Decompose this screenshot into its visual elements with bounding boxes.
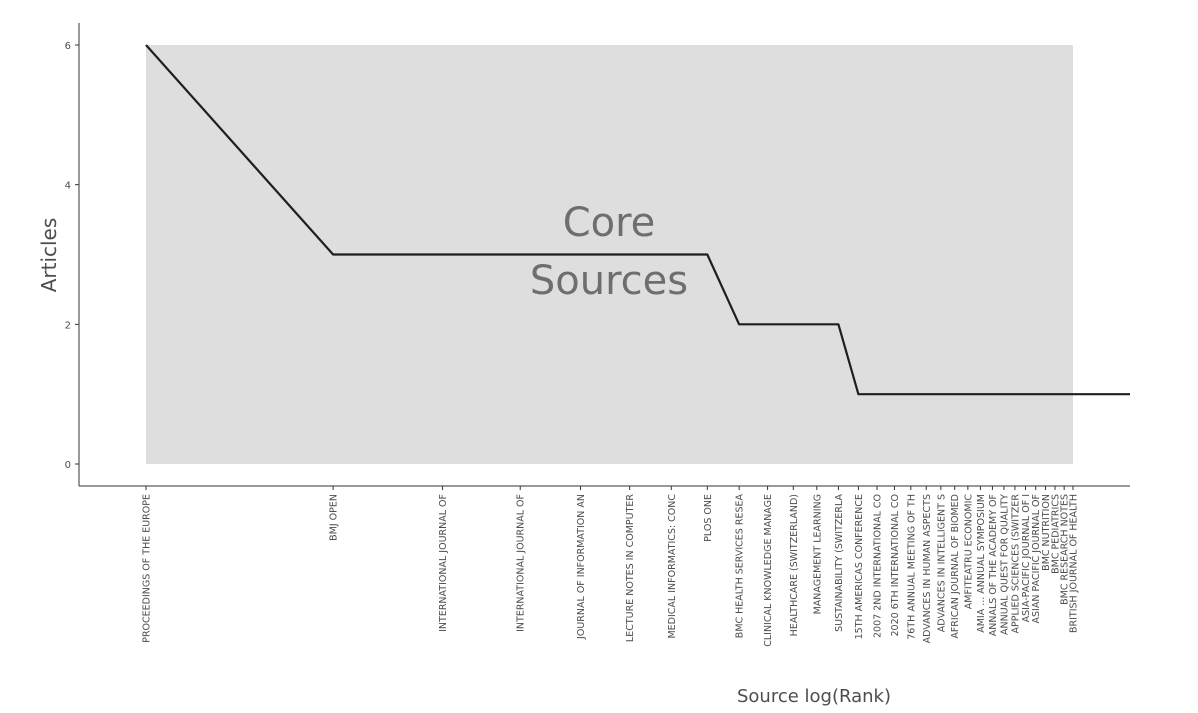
- x-tick-label: 15TH AMERICAS CONFERENCE: [854, 494, 865, 639]
- x-tick-label: AMFITEATRU ECONOMIC: [963, 494, 974, 610]
- x-tick-label: PROCEEDINGS OF THE EUROPE: [142, 494, 153, 643]
- x-tick-label: PLOS ONE: [703, 494, 714, 542]
- x-tick-label: CLINICAL KNOWLEDGE MANAGE: [763, 494, 774, 647]
- x-tick-label: ASIA-PACIFIC JOURNAL OF I: [1021, 494, 1032, 622]
- x-tick-label: BMC RESEARCH NOTES: [1060, 494, 1071, 605]
- series-line: [145, 44, 1130, 396]
- y-axis-ticks: 0 2 4 6: [65, 41, 79, 471]
- x-tick-label: INTERNATIONAL JOURNAL OF: [438, 494, 449, 632]
- x-tick-label: 76TH ANNUAL MEETING OF TH: [906, 494, 917, 640]
- core-label-line-1: Core: [563, 200, 656, 246]
- x-tick-label: BMC HEALTH SERVICES RESEA: [735, 494, 746, 639]
- x-tick-label: APPLIED SCIENCES (SWITZER: [1010, 494, 1021, 634]
- x-tick-label: BMJ OPEN: [329, 494, 340, 541]
- y-tick-label: 6: [65, 41, 71, 52]
- y-tick-label: 0: [65, 460, 71, 471]
- x-tick-label: SUSTAINABILITY (SWITZERLA: [834, 494, 845, 632]
- x-tick-label: AMIA ... ANNUAL SYMPOSIUM: [976, 494, 987, 633]
- x-tick-label: ADVANCES IN INTELLIGENT S: [936, 494, 947, 632]
- x-tick-label: MEDICAL INFORMATICS: CONC: [667, 494, 678, 639]
- y-axis-title: Articles: [37, 218, 61, 293]
- x-tick-label: INTERNATIONAL JOURNAL OF: [516, 494, 527, 632]
- x-axis-title: Source log(Rank): [737, 686, 891, 707]
- x-tick-label: ANNALS OF THE ACADEMY OF: [988, 494, 999, 636]
- x-tick-label: ASIAN PACIFIC JOURNAL OF: [1031, 494, 1042, 623]
- x-tick-label: BMC PEDIATRICS: [1050, 494, 1061, 574]
- x-tick-label: BRITISH JOURNAL OF HEALTH: [1069, 494, 1080, 633]
- y-tick-label: 4: [65, 181, 71, 192]
- x-tick-label: AFRICAN JOURNAL OF BIOMED: [950, 494, 961, 639]
- core-label-line-2: Sources: [530, 258, 688, 304]
- x-tick-label: 2020 6TH INTERNATIONAL CO: [890, 494, 901, 637]
- x-tick-label: BMC NUTRITION: [1041, 494, 1052, 571]
- x-tick-label: JOURNAL OF INFORMATION AN: [576, 494, 587, 640]
- x-tick-label: MANAGEMENT LEARNING: [812, 494, 823, 614]
- x-tick-label: ADVANCES IN HUMAN ASPECTS: [922, 494, 933, 643]
- x-axis-ticks: PROCEEDINGS OF THE EUROPE BMJ OPEN INTERNA…: [142, 486, 1080, 647]
- core-sources-annotation: Core Sources: [530, 200, 688, 304]
- x-tick-label: LECTURE NOTES IN COMPUTER: [625, 494, 636, 642]
- y-tick-label: 2: [65, 320, 71, 331]
- x-tick-label: HEALTHCARE (SWITZERLAND): [789, 494, 800, 636]
- x-tick-label: ANNUAL QUEST FOR QUALITY: [999, 494, 1010, 635]
- x-tick-label: 2007 2ND INTERNATIONAL CO: [873, 494, 884, 638]
